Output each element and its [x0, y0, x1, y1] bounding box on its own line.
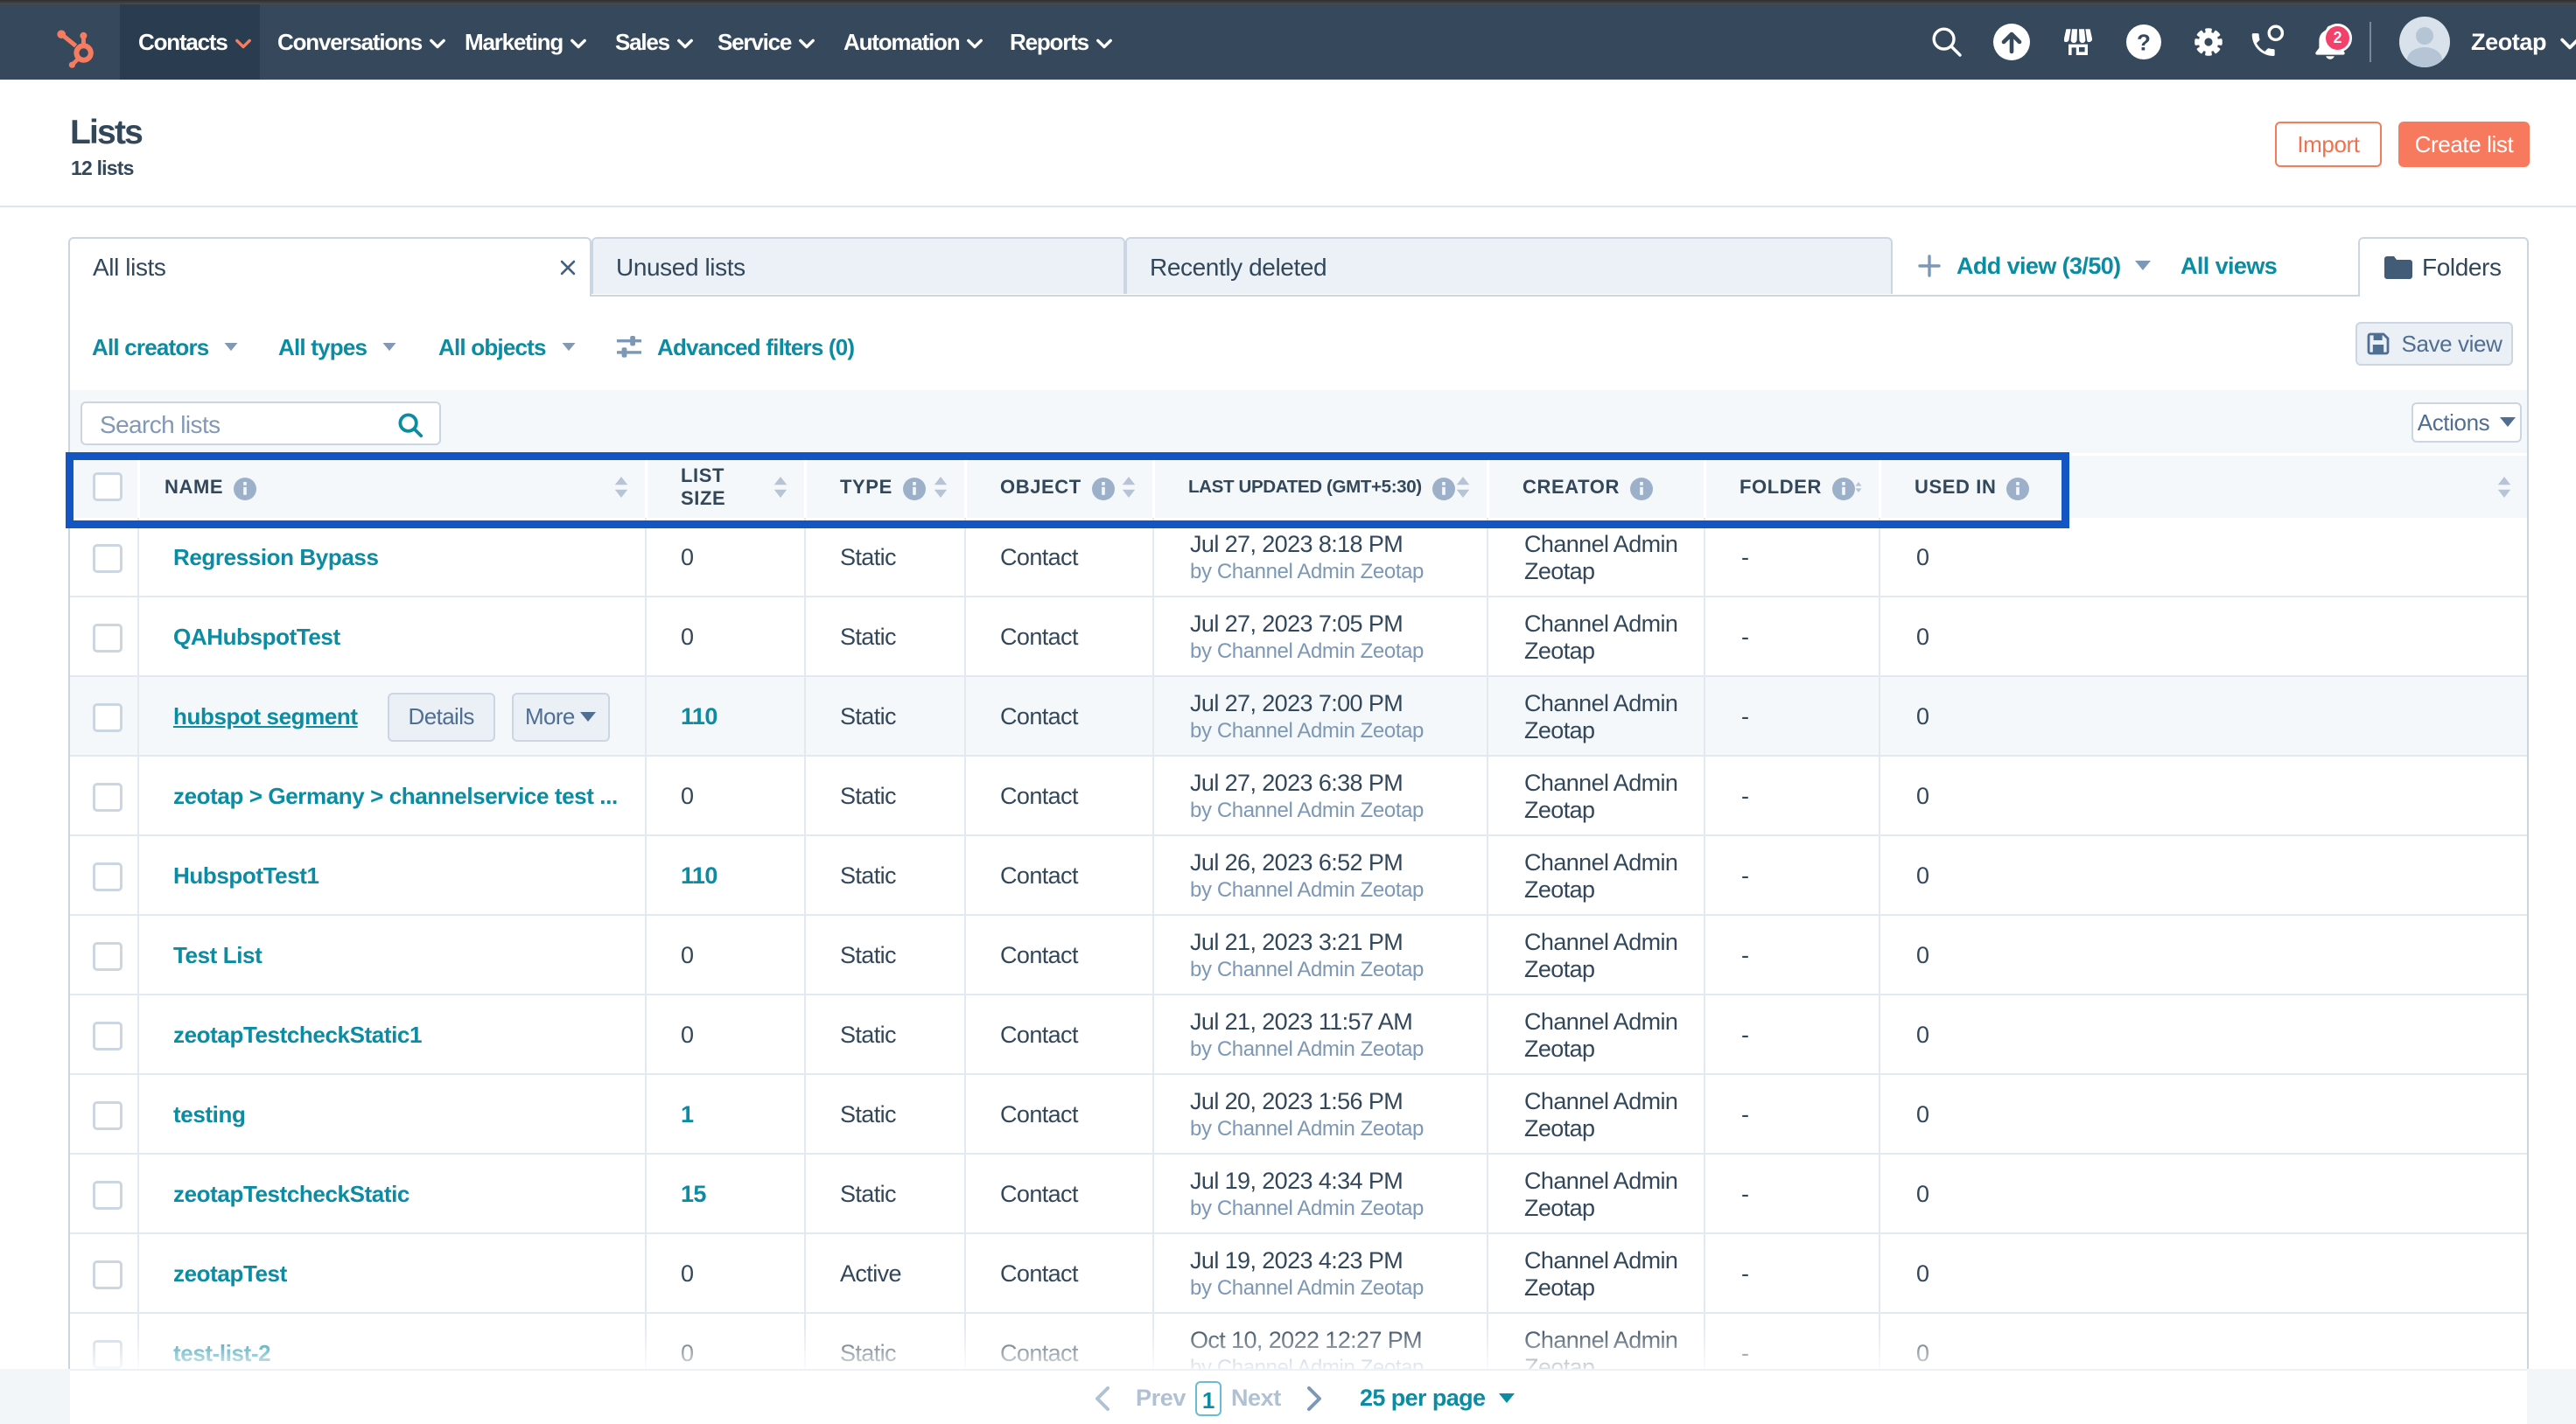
svg-text:?: ? [2137, 30, 2151, 56]
